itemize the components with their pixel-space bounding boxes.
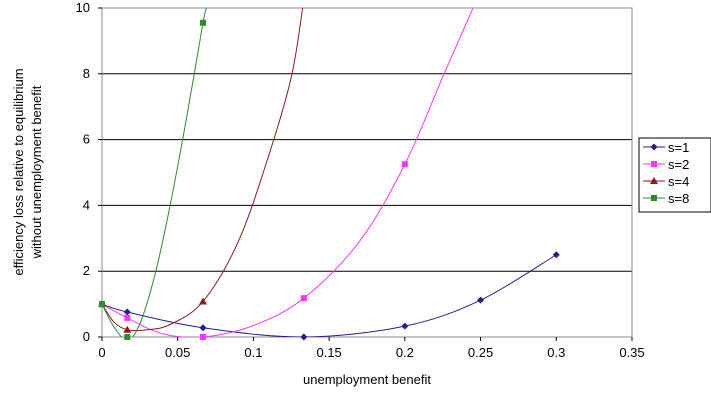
x-axis-ticks: 0 0.05 0.1 0.15 0.2 0.25 0.3 0.35 (98, 337, 645, 360)
legend-marker-s2 (651, 161, 657, 167)
y-tick-label: 0 (83, 329, 90, 344)
data-point-s4 (199, 297, 208, 305)
gridlines (101, 7, 632, 338)
legend-marker-s8 (651, 195, 657, 201)
x-tick-label: 0.15 (316, 345, 341, 360)
data-point-s2 (124, 314, 131, 321)
data-point-s1 (477, 296, 485, 304)
data-point-s8 (124, 334, 131, 340)
series-line-s4 (102, 8, 304, 332)
data-point-s2 (300, 295, 307, 302)
y-tick-label: 2 (83, 263, 90, 278)
x-tick-label: 0.1 (244, 345, 262, 360)
data-point-s2 (200, 334, 207, 340)
legend-label-s1: s=1 (668, 140, 689, 155)
y-tick-label: 4 (83, 197, 90, 212)
series-markers (98, 19, 560, 341)
legend-box (638, 137, 711, 213)
y-tick-label: 6 (83, 132, 90, 147)
y-tick-label: 8 (83, 66, 90, 81)
legend: s=1 s=2 s=4 s=8 (638, 137, 711, 213)
y-tick-label: 10 (76, 0, 90, 15)
x-tick-label: 0 (98, 345, 105, 360)
y-axis-ticks: 0 2 4 6 8 10 (76, 0, 102, 344)
legend-label-s2: s=2 (668, 157, 689, 172)
legend-marker-s1 (650, 143, 658, 151)
data-point-s4 (123, 325, 132, 333)
legend-label-s8: s=8 (668, 191, 689, 206)
series-line-s2 (102, 8, 474, 337)
x-axis-title: unemployment benefit (303, 372, 431, 387)
x-tick-label: 0.05 (165, 345, 190, 360)
y-axis-title-line-1: efficiency loss relative to equilibrium (11, 68, 26, 275)
data-point-s8 (99, 301, 105, 308)
legend-label-s4: s=4 (668, 174, 689, 189)
x-tick-label: 0.2 (396, 345, 414, 360)
series-line-s8 (102, 8, 207, 337)
plot-area-border (101, 7, 633, 338)
data-point-s8 (200, 19, 207, 26)
series-curves (102, 8, 557, 337)
data-point-s1 (123, 308, 131, 316)
legend-marker-s4 (650, 177, 658, 184)
data-point-s1 (552, 251, 560, 259)
x-tick-label: 0.35 (619, 345, 644, 360)
x-tick-label: 0.25 (468, 345, 493, 360)
x-tick-label: 0.3 (547, 345, 565, 360)
data-point-s1 (401, 322, 409, 330)
data-point-s1 (199, 324, 207, 332)
data-point-s1 (300, 333, 308, 341)
y-axis-title-line-2: without unemployment benefit (29, 85, 44, 259)
data-point-s2 (401, 161, 408, 168)
